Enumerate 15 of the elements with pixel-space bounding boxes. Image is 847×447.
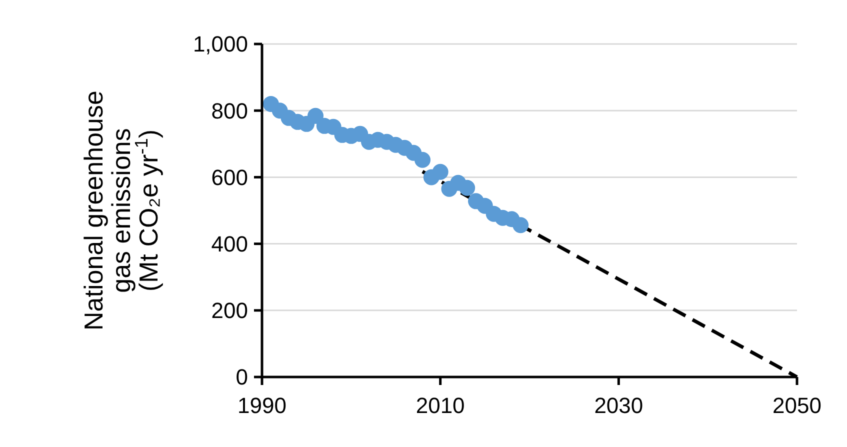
y-tick-label: 400 [211,232,248,256]
y-tick-label: 1,000 [192,32,248,57]
y-tick-label: 200 [211,298,248,324]
point [459,180,476,196]
x-tick-label: 2030 [594,393,644,418]
x-tick-label: 2010 [416,393,465,418]
point [432,164,448,180]
point [512,217,529,234]
y-tick-label: 0 [236,364,248,390]
point [414,152,430,168]
x-tick-label: 1990 [238,393,286,418]
y-tick-label: 600 [211,164,248,190]
x-tick-label: 2050 [772,393,822,418]
y-tick-label: 800 [211,98,248,124]
point [308,108,324,124]
